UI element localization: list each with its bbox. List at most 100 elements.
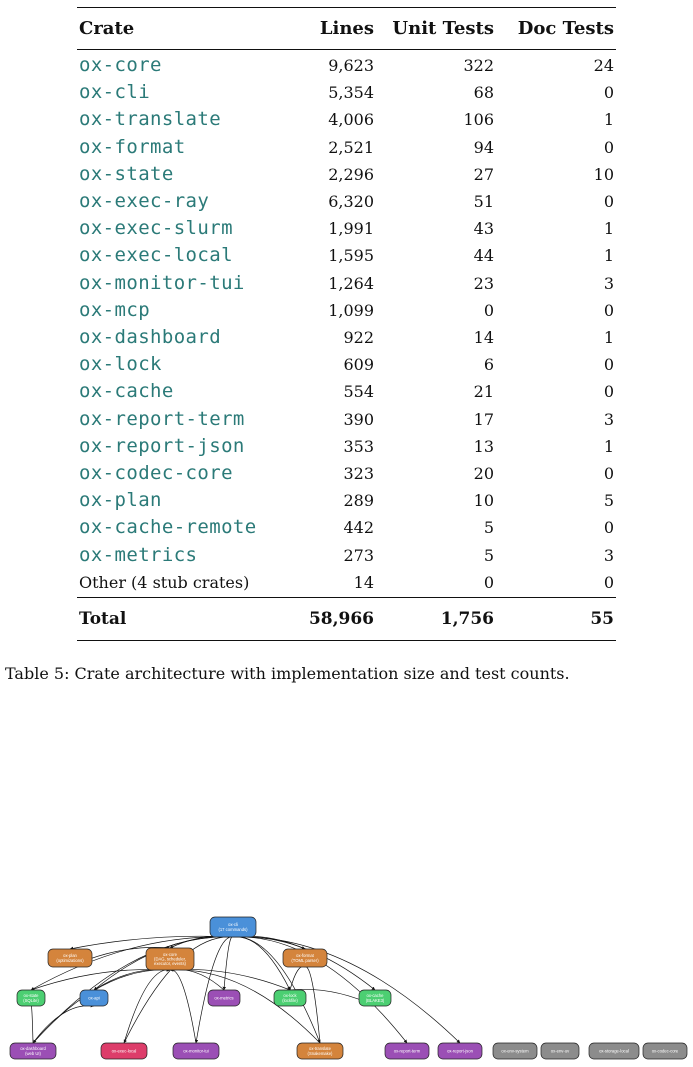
crate-lines: 353 bbox=[343, 436, 374, 456]
crate-lines: 442 bbox=[343, 518, 374, 538]
table-row: ox-plan 289 10 5 bbox=[77, 488, 616, 515]
graph-node-label: ox-translate bbox=[309, 1046, 332, 1051]
graph-node-lock: ox-lock(lockfile) bbox=[273, 989, 307, 1007]
graph-node-label: ox-dashboard bbox=[20, 1046, 46, 1051]
crate-doc-tests: 0 bbox=[603, 137, 614, 157]
crate-unit-tests: 0 bbox=[483, 572, 494, 592]
graph-node-box bbox=[384, 1042, 430, 1060]
crate-doc-tests: 3 bbox=[603, 273, 614, 293]
crate-doc-tests: 1 bbox=[603, 436, 614, 456]
crate-unit-tests: 6 bbox=[483, 355, 494, 375]
graph-node-box bbox=[540, 1042, 580, 1060]
graph-node-label: ox-codec-core bbox=[652, 1049, 679, 1054]
table-total-rule bbox=[77, 597, 616, 598]
graph-node-report-term: ox-report-term bbox=[384, 1042, 430, 1060]
dependency-edge bbox=[169, 968, 321, 1044]
header-lines: Lines bbox=[319, 18, 374, 39]
table-row: ox-report-json 353 13 1 bbox=[77, 434, 616, 461]
table-row: ox-format 2,521 94 0 bbox=[77, 135, 616, 162]
graph-node-box bbox=[16, 989, 46, 1007]
graph-node-label: ox-monitor-tui bbox=[183, 1049, 209, 1054]
crate-doc-tests: 5 bbox=[603, 491, 614, 511]
dependency-graph: ox-cli(17 commands) ox-plan(optimizations… bbox=[9, 916, 688, 1060]
graph-node-label: ox-metrics bbox=[214, 996, 233, 1001]
header-unit-tests: Unit Tests bbox=[392, 18, 494, 39]
dependency-edge bbox=[232, 936, 321, 1044]
header-doc-tests: Doc Tests bbox=[517, 18, 614, 39]
graph-node-label: ox-state bbox=[24, 993, 40, 998]
crate-unit-tests: 106 bbox=[463, 110, 494, 130]
crate-doc-tests: 0 bbox=[603, 464, 614, 483]
crate-doc-tests: 0 bbox=[603, 300, 614, 320]
graph-node-dashboard: ox-dashboard(web UI) bbox=[9, 1042, 57, 1060]
crate-name: ox-cli bbox=[79, 81, 151, 104]
table-row: ox-mcp 1,099 0 0 bbox=[77, 298, 616, 325]
graph-node-codec-core: ox-codec-core bbox=[642, 1042, 688, 1060]
graph-node-storage-local: ox-storage-local bbox=[588, 1042, 640, 1060]
crate-name: Other (4 stub crates) bbox=[79, 572, 250, 592]
graph-node-label: (optimizations) bbox=[56, 958, 84, 963]
crate-doc-tests: 1 bbox=[603, 219, 614, 239]
crate-unit-tests: 27 bbox=[473, 164, 494, 184]
graph-node-box bbox=[79, 989, 109, 1007]
crate-unit-tests: 23 bbox=[473, 273, 494, 293]
graph-node-box bbox=[437, 1042, 483, 1060]
crate-lines: 273 bbox=[343, 545, 374, 565]
graph-node-label: ox-report-term bbox=[394, 1049, 421, 1054]
crate-lines: 390 bbox=[343, 409, 374, 429]
total-unit-tests: 1,756 bbox=[440, 609, 494, 629]
crate-doc-tests: 0 bbox=[603, 518, 614, 538]
crate-name: ox-core bbox=[79, 54, 162, 76]
crate-lines: 554 bbox=[343, 382, 374, 402]
crate-name: ox-codec-core bbox=[79, 462, 233, 484]
graph-node-label: ox-env-system bbox=[501, 1049, 529, 1054]
crate-lines: 5,354 bbox=[328, 83, 374, 103]
table-header-rule bbox=[77, 49, 616, 50]
table-row: ox-exec-slurm 1,991 43 1 bbox=[77, 216, 616, 243]
graph-node-box bbox=[209, 916, 257, 938]
graph-node-exec-local: ox-exec-local bbox=[100, 1042, 148, 1060]
dependency-edge bbox=[123, 967, 171, 1044]
graph-node-box bbox=[145, 947, 195, 971]
dependency-edge bbox=[304, 963, 321, 1044]
graph-node-label: ox-exec-local bbox=[112, 1049, 137, 1054]
crate-name: ox-report-json bbox=[79, 434, 245, 457]
crate-doc-tests: 1 bbox=[603, 246, 614, 266]
graph-node-monitor-tui: ox-monitor-tui bbox=[172, 1042, 220, 1060]
crate-name: ox-translate bbox=[79, 108, 222, 131]
dependency-edge bbox=[30, 1002, 34, 1044]
crate-doc-tests: 1 bbox=[603, 110, 614, 130]
crate-unit-tests: 14 bbox=[473, 328, 494, 347]
crate-lines: 9,623 bbox=[328, 56, 374, 75]
graph-node-box bbox=[588, 1042, 640, 1060]
table-row: ox-cache 554 21 0 bbox=[77, 379, 616, 406]
dependency-edge bbox=[32, 1003, 95, 1044]
crate-lines: 922 bbox=[343, 328, 374, 347]
crate-unit-tests: 20 bbox=[473, 464, 494, 483]
crate-unit-tests: 94 bbox=[473, 137, 494, 157]
crate-unit-tests: 0 bbox=[483, 300, 494, 320]
graph-node-report-json: ox-report-json bbox=[437, 1042, 483, 1060]
crate-doc-tests: 1 bbox=[603, 328, 614, 347]
table-row: ox-exec-ray 6,320 51 0 bbox=[77, 189, 616, 216]
table-row: Other (4 stub crates) 14 0 0 bbox=[77, 570, 616, 597]
crate-unit-tests: 5 bbox=[483, 518, 494, 538]
dependency-edge bbox=[169, 967, 197, 1044]
table-row: ox-lock 609 6 0 bbox=[77, 352, 616, 379]
total-lines: 58,966 bbox=[308, 609, 374, 629]
crate-lines: 609 bbox=[343, 355, 374, 375]
graph-node-box bbox=[282, 948, 328, 968]
graph-node-label: ox-cache bbox=[367, 993, 385, 998]
table-row: ox-translate 4,006 106 1 bbox=[77, 107, 616, 134]
crate-unit-tests: 51 bbox=[473, 192, 494, 211]
crate-lines: 1,595 bbox=[328, 246, 374, 266]
crate-lines: 14 bbox=[353, 572, 374, 592]
graph-node-box bbox=[358, 989, 392, 1007]
total-doc-tests: 55 bbox=[590, 609, 614, 629]
dependency-edge bbox=[232, 936, 461, 1044]
graph-node-box bbox=[9, 1042, 57, 1060]
graph-node-env-system: ox-env-system bbox=[492, 1042, 538, 1060]
table-row: ox-report-term 390 17 3 bbox=[77, 407, 616, 434]
crate-name: ox-lock bbox=[79, 353, 162, 376]
crate-doc-tests: 3 bbox=[603, 545, 614, 565]
